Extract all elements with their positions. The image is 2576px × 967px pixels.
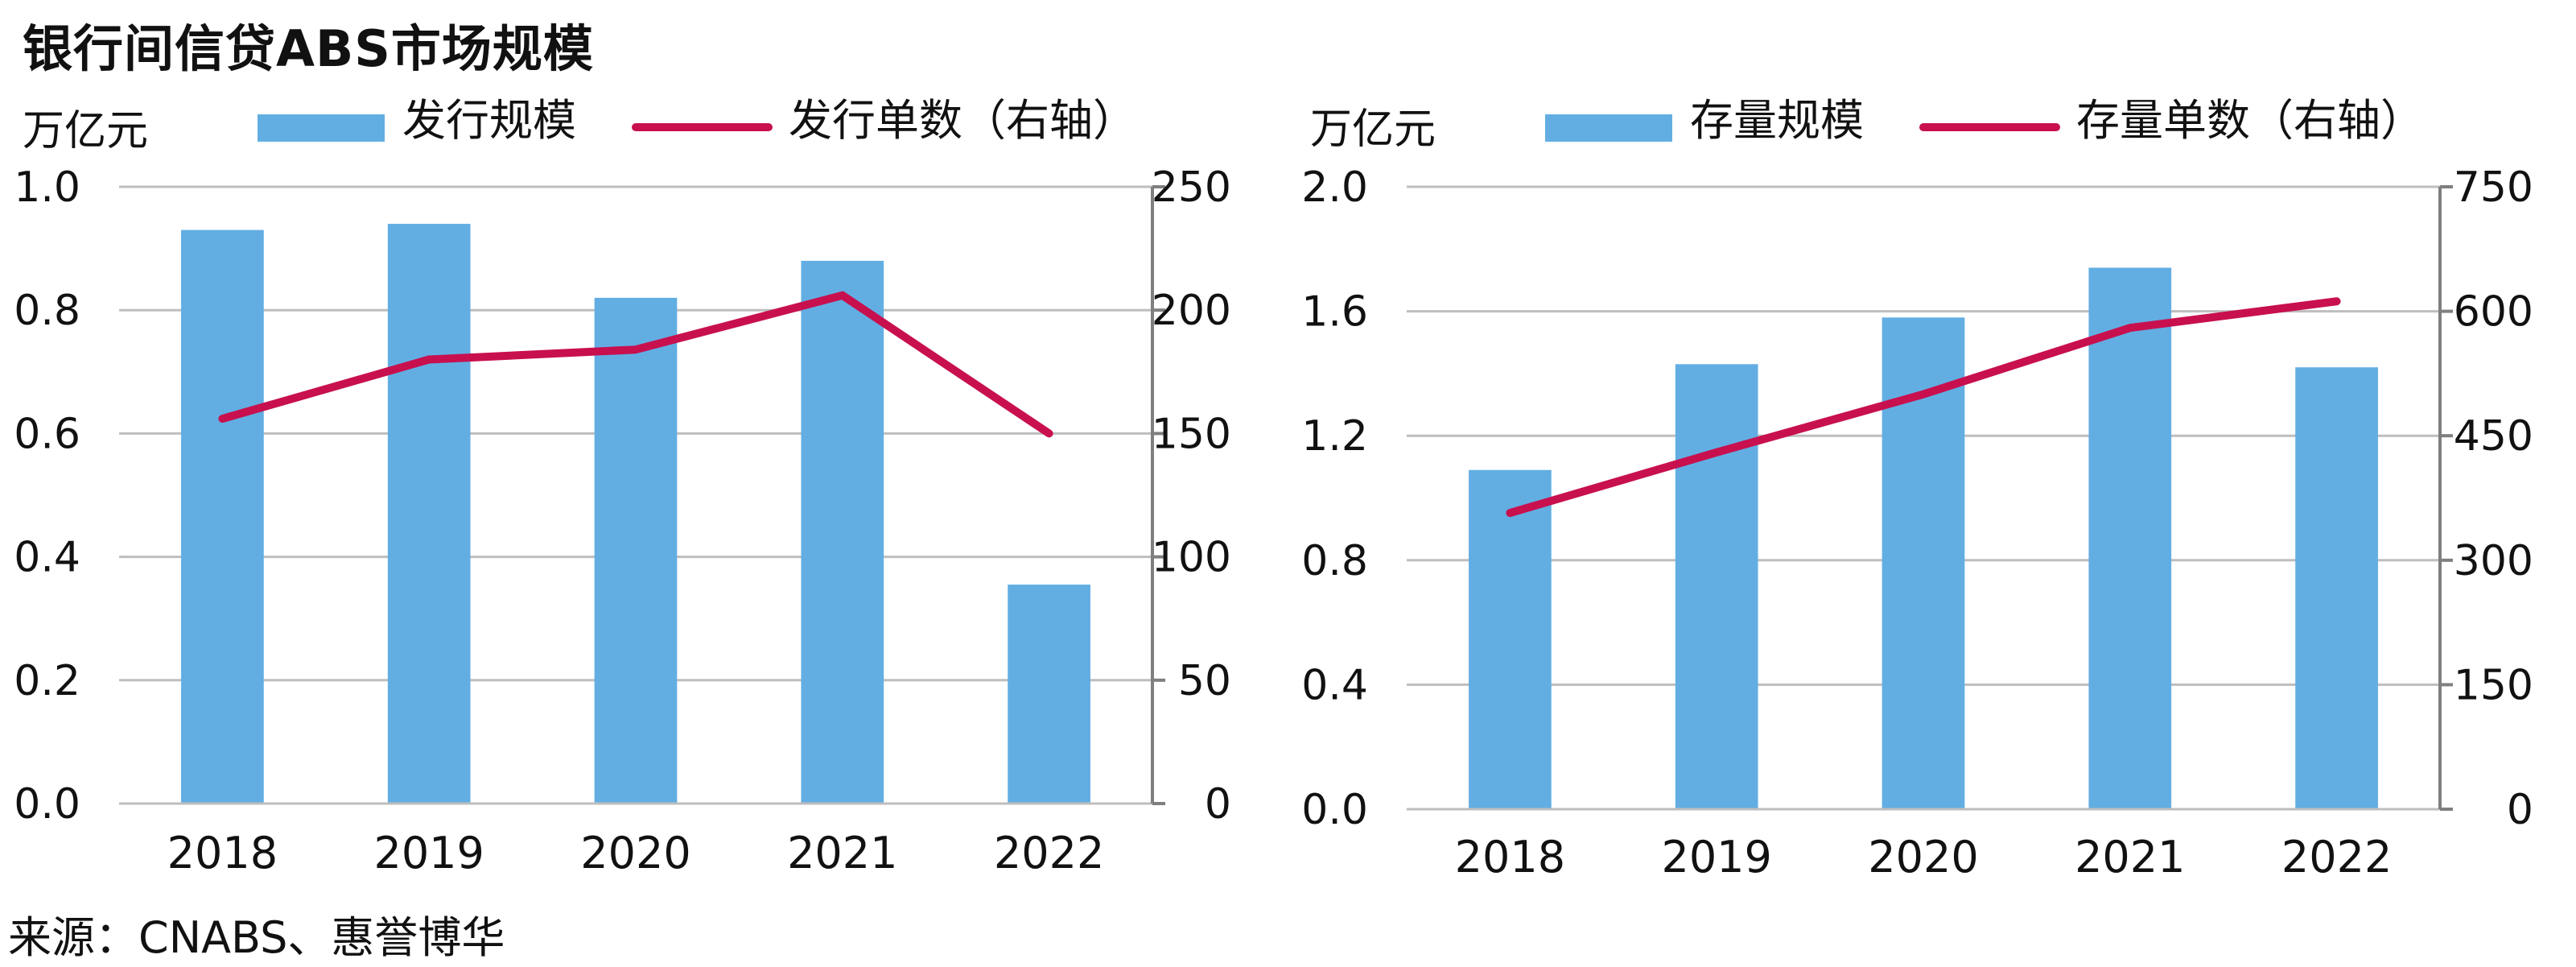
line-point: [1509, 512, 1511, 514]
line-point: [428, 358, 431, 361]
category-label: 2019: [373, 828, 484, 878]
left-tick-label: 1.6: [1301, 288, 1368, 337]
left-tick-label: 0.0: [1301, 786, 1368, 834]
legend-bar-label: 发行规模: [402, 95, 576, 146]
category-label: 2020: [1868, 832, 1978, 882]
right-tick-label: 100: [1152, 534, 1231, 582]
line-point: [221, 418, 224, 420]
left-tick-label: 2.0: [1301, 163, 1368, 212]
category-label: 2019: [1661, 832, 1771, 882]
right-tick-label: 150: [1152, 410, 1231, 458]
right-tick-label: 600: [2454, 288, 2533, 337]
issuance-chart: 0.0 0.2 0.4 0.6 0.8 1.0 0 50 100 150 200 250 2018 201…: [14, 95, 1231, 878]
category-label: 2022: [994, 828, 1104, 878]
legend-bar-swatch: [1545, 114, 1672, 142]
line-point: [1923, 393, 1924, 395]
left-tick-label: 0.0: [14, 780, 80, 829]
legend-line-label: 存量单数（右轴）: [2076, 95, 2424, 146]
category-label: 2018: [1455, 832, 1565, 882]
category-label: 2022: [2281, 832, 2392, 882]
legend-line-label: 发行单数（右轴）: [789, 95, 1136, 146]
bar: [801, 260, 884, 804]
right-tick-label: 150: [2454, 661, 2533, 709]
bar: [2088, 267, 2172, 809]
legend-bar-label: 存量规模: [1690, 95, 1864, 146]
legend-bar-swatch: [258, 114, 385, 142]
right-tick-label: 300: [2454, 537, 2533, 585]
unit-label: 万亿元: [23, 107, 148, 155]
right-tick-label: 200: [1152, 287, 1231, 335]
left-tick-label: 1.2: [1301, 412, 1368, 461]
line-point: [2335, 300, 2338, 303]
page-title: 银行间信贷ABS市场规模: [23, 19, 594, 78]
left-tick-label: 0.4: [14, 534, 80, 582]
bar: [1675, 364, 1758, 809]
bar: [181, 229, 264, 804]
left-tick-label: 0.8: [1301, 537, 1368, 585]
category-label: 2021: [787, 828, 897, 878]
left-tick-label: 0.8: [14, 287, 80, 335]
source-note: 来源：CNABS、惠誉博华: [8, 912, 505, 963]
unit-label: 万亿元: [1310, 105, 1436, 154]
category-label: 2020: [580, 828, 690, 878]
bar: [2295, 367, 2378, 809]
line-point: [1716, 451, 1718, 453]
bar: [1469, 469, 1552, 809]
category-label: 2021: [2075, 832, 2185, 882]
right-tick-label: 450: [2454, 412, 2533, 461]
line-point: [841, 294, 843, 296]
bar: [1008, 585, 1090, 804]
right-tick-label: 750: [2454, 163, 2533, 212]
line-point: [1048, 432, 1050, 435]
category-label: 2018: [167, 828, 278, 878]
right-tick-label: 0: [1205, 780, 1231, 829]
bar: [387, 223, 471, 804]
line-point: [635, 349, 637, 351]
line-point: [2129, 327, 2131, 329]
outstanding-chart: 0.0 0.4 0.8 1.2 1.6 2.0 0 150 300 450 600 750 2018 20…: [1301, 95, 2533, 882]
left-tick-label: 0.2: [14, 657, 80, 705]
left-tick-label: 1.0: [14, 163, 80, 212]
right-tick-label: 50: [1178, 657, 1231, 705]
bar: [594, 297, 678, 804]
left-tick-label: 0.6: [14, 410, 80, 458]
right-tick-label: 250: [1152, 163, 1231, 212]
right-tick-label: 0: [2507, 786, 2533, 834]
left-tick-label: 0.4: [1301, 661, 1368, 709]
